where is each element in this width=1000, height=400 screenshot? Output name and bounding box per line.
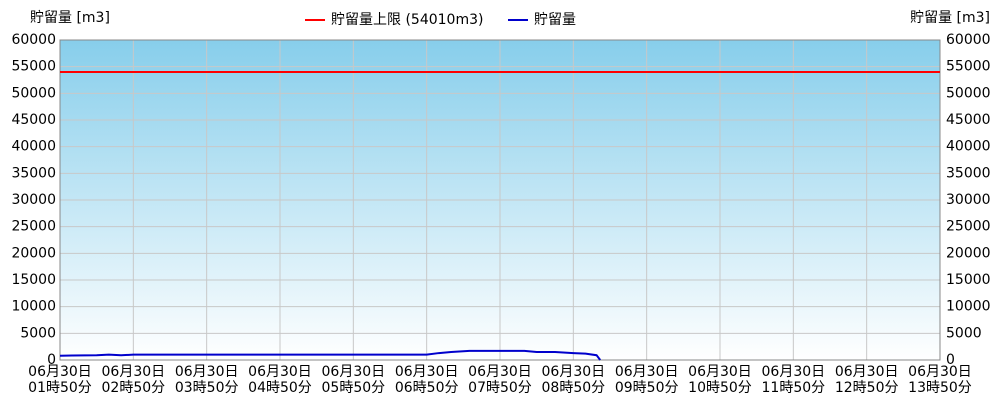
- y-tick-label: 45000: [11, 112, 56, 128]
- x-tick-label: 06月30日 07時50分: [468, 364, 532, 396]
- x-tick-label: 06月30日 08時50分: [542, 364, 606, 396]
- y2-tick-label: 15000: [946, 272, 991, 288]
- y-tick-label: 20000: [11, 245, 56, 261]
- y2-tick-label: 50000: [946, 85, 991, 101]
- x-tick-label: 06月30日 13時50分: [908, 364, 972, 396]
- legend-label: 貯留量: [534, 12, 576, 28]
- y-tick-label: 40000: [11, 139, 56, 155]
- series-line: [59, 349, 602, 361]
- plot-frame: [59, 39, 941, 361]
- x-tick-label: 06月30日 03時50分: [175, 364, 239, 396]
- y-tick-label: 35000: [11, 165, 56, 181]
- y-tick-label: 60000: [11, 32, 56, 48]
- y2-tick-label: 5000: [946, 325, 982, 341]
- legend-label: 貯留量上限 (54010m3): [331, 12, 483, 28]
- y2-tick-label: 45000: [946, 112, 991, 128]
- y-tick-label: 15000: [11, 272, 56, 288]
- y2-tick-label: 20000: [946, 245, 991, 261]
- y-axis-title: 貯留量 [m3]: [30, 10, 110, 26]
- y2-tick-label: 0: [946, 352, 955, 368]
- y-tick-label: 55000: [11, 59, 56, 75]
- y2-tick-label: 40000: [946, 139, 991, 155]
- x-tick-label: 06月30日 06時50分: [395, 364, 459, 396]
- x-tick-label: 06月30日 10時50分: [688, 364, 752, 396]
- y2-tick-label: 55000: [946, 59, 991, 75]
- x-tick-label: 06月30日 09時50分: [615, 364, 679, 396]
- y2-axis-title: 貯留量 [m3]: [910, 10, 990, 26]
- x-tick-label: 06月30日 04時50分: [248, 364, 312, 396]
- x-tick-label: 06月30日 11時50分: [762, 364, 826, 396]
- x-tick-label: 06月30日 02時50分: [102, 364, 166, 396]
- x-tick-label: 06月30日 01時50分: [28, 364, 92, 396]
- y2-tick-label: 10000: [946, 299, 991, 315]
- y-tick-label: 0: [47, 352, 56, 368]
- x-tick-label: 06月30日 05時50分: [322, 364, 386, 396]
- y2-tick-label: 35000: [946, 165, 991, 181]
- y-tick-label: 25000: [11, 219, 56, 235]
- y2-tick-label: 25000: [946, 219, 991, 235]
- y2-tick-label: 30000: [946, 192, 991, 208]
- y-tick-label: 5000: [20, 325, 56, 341]
- y-tick-label: 30000: [11, 192, 56, 208]
- y2-tick-label: 60000: [946, 32, 991, 48]
- y-tick-label: 10000: [11, 299, 56, 315]
- x-tick-label: 06月30日 12時50分: [835, 364, 899, 396]
- y-tick-label: 50000: [11, 85, 56, 101]
